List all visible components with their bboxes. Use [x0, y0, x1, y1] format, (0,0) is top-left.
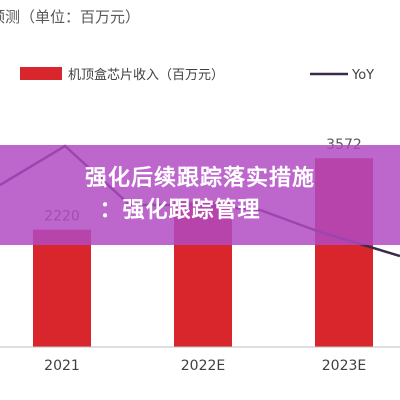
title-banner: 强化后续跟踪落实措施 ：强化跟踪管理: [0, 145, 400, 245]
legend-line-label: YoY: [351, 68, 374, 83]
x-tick-2022E: 2022E: [181, 358, 225, 374]
legend: 机顶盒芯片收入（百万元） YoY: [20, 67, 374, 83]
banner-title-line-1: 强化后续跟踪落实措施: [84, 166, 315, 191]
legend-bar-swatch: [20, 67, 62, 80]
legend-bar-label: 机顶盒芯片收入（百万元）: [68, 67, 224, 83]
banner-title-line-2: ：强化跟踪管理: [99, 198, 261, 223]
x-tick-2021: 2021: [44, 358, 80, 374]
x-ticks: 2021 2022E 2023E: [44, 358, 366, 374]
bar-2021: [33, 229, 91, 347]
chart-title: 预测（单位：百万元）: [0, 8, 140, 26]
x-tick-2023E: 2023E: [322, 358, 366, 374]
